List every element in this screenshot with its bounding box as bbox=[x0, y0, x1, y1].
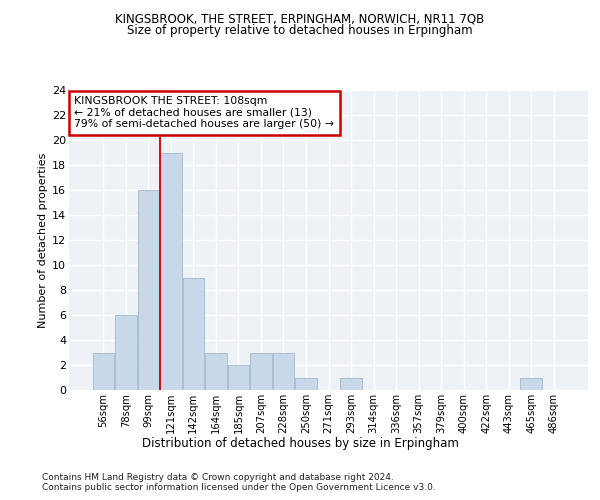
Bar bbox=[137, 190, 159, 390]
Bar bbox=[205, 352, 227, 390]
Text: Contains HM Land Registry data © Crown copyright and database right 2024.: Contains HM Land Registry data © Crown c… bbox=[42, 472, 394, 482]
Bar bbox=[295, 378, 317, 390]
Bar bbox=[92, 352, 114, 390]
Y-axis label: Number of detached properties: Number of detached properties bbox=[38, 152, 48, 328]
Bar bbox=[182, 278, 204, 390]
Text: Distribution of detached houses by size in Erpingham: Distribution of detached houses by size … bbox=[142, 438, 458, 450]
Bar bbox=[115, 315, 137, 390]
Bar bbox=[340, 378, 362, 390]
Bar bbox=[520, 378, 542, 390]
Text: Size of property relative to detached houses in Erpingham: Size of property relative to detached ho… bbox=[127, 24, 473, 37]
Bar bbox=[273, 352, 294, 390]
Bar bbox=[160, 152, 182, 390]
Bar bbox=[250, 352, 272, 390]
Bar bbox=[228, 365, 249, 390]
Text: KINGSBROOK, THE STREET, ERPINGHAM, NORWICH, NR11 7QB: KINGSBROOK, THE STREET, ERPINGHAM, NORWI… bbox=[115, 12, 485, 26]
Text: Contains public sector information licensed under the Open Government Licence v3: Contains public sector information licen… bbox=[42, 482, 436, 492]
Text: KINGSBROOK THE STREET: 108sqm
← 21% of detached houses are smaller (13)
79% of s: KINGSBROOK THE STREET: 108sqm ← 21% of d… bbox=[74, 96, 334, 129]
